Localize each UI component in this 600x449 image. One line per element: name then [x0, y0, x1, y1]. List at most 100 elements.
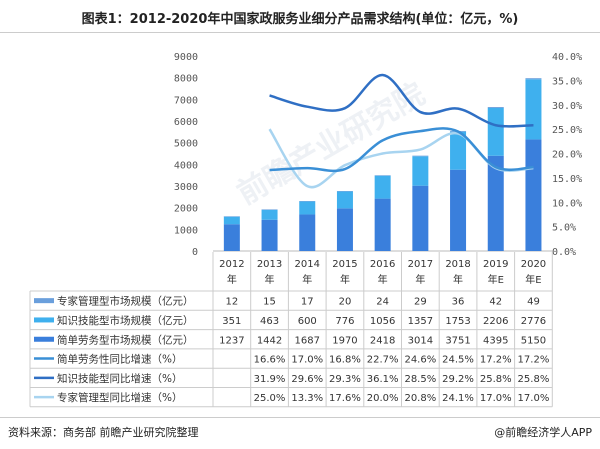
table-cell: 24.1% [442, 393, 474, 404]
right-axis-tick: 20.0% [552, 150, 582, 161]
line-series-0 [269, 127, 534, 173]
category-label: 年 [378, 273, 388, 286]
category-label: 年 [340, 273, 350, 286]
right-axis-tick: 0.0% [552, 247, 576, 258]
table-cell: 3014 [408, 335, 433, 346]
category-label: 年 [453, 273, 463, 286]
table-cell: 49 [527, 297, 540, 308]
legend-label: 简单劳务性同比增速（%） [57, 353, 182, 366]
bar-0 [487, 107, 504, 108]
bar-1 [374, 175, 391, 199]
bar-2 [336, 208, 353, 251]
table-cell: 20 [339, 297, 352, 308]
table-cell: 24 [376, 297, 389, 308]
legend-label: 知识技能型市场规模（亿元） [57, 314, 194, 327]
table-cell: 15 [263, 297, 276, 308]
line-series-1 [269, 73, 534, 128]
category-label: 年 [227, 273, 237, 286]
table-cell: 17.2% [518, 355, 550, 366]
table-cell: 1970 [332, 335, 357, 346]
table-cell: 20.0% [367, 393, 399, 404]
bar-0 [374, 175, 391, 176]
table-cell: 5150 [521, 335, 546, 346]
table-cell: 1687 [295, 335, 320, 346]
bar-1 [412, 156, 429, 186]
table-cell: 2776 [521, 316, 546, 327]
table-cell: 3751 [445, 335, 470, 346]
right-axis-tick: 10.0% [552, 198, 582, 209]
category-label: 2015 [332, 259, 357, 270]
right-axis-tick: 35.0% [552, 76, 582, 87]
bar-1 [336, 191, 353, 209]
right-axis-tick: 5.0% [552, 223, 576, 234]
right-axis-tick: 30.0% [552, 101, 582, 112]
table-cell: 17.2% [480, 355, 512, 366]
table-cell: 2206 [483, 316, 508, 327]
category-label: 2012 [219, 259, 244, 270]
right-axis-tick: 15.0% [552, 174, 582, 185]
left-axis-tick: 1000 [174, 225, 198, 236]
table-cell: 13.3% [291, 393, 323, 404]
table-cell: 1753 [445, 316, 470, 327]
chart-title: 图表1：2012-2020年中国家政服务业细分产品需求结构(单位：亿元，%) [81, 12, 519, 27]
category-label: 2019 [483, 259, 508, 270]
bar-1 [299, 201, 316, 215]
table-cell: 17.6% [329, 393, 361, 404]
category-label: 年 [302, 273, 312, 286]
watermark: 前瞻产业研究院 [232, 77, 431, 212]
table-cell: 29.3% [329, 374, 361, 385]
table-cell: 1442 [257, 335, 282, 346]
table-cell: 31.9% [254, 374, 286, 385]
left-axis-tick: 0 [192, 247, 198, 258]
category-label: 2014 [295, 259, 320, 270]
table-cell: 1357 [408, 316, 433, 327]
left-axis-tick: 8000 [174, 74, 198, 85]
category-label: 2016 [370, 259, 395, 270]
bar-0 [261, 209, 278, 210]
bar-1 [450, 131, 467, 170]
table-cell: 463 [260, 316, 279, 327]
table-cell: 17.0% [291, 355, 323, 366]
legend-label: 专家管理型同比增速（%） [57, 391, 182, 404]
left-axis-tick: 7000 [174, 95, 198, 106]
table-cell: 4395 [483, 335, 508, 346]
bar-1 [261, 209, 278, 220]
table-cell: 16.8% [329, 355, 361, 366]
right-axis-tick: 25.0% [552, 125, 582, 136]
legend-label: 知识技能型同比增速（%） [57, 372, 182, 385]
category-label: 2017 [408, 259, 433, 270]
table-cell: 22.7% [367, 355, 399, 366]
bar-2 [223, 224, 240, 251]
table-cell: 20.8% [404, 393, 436, 404]
table-cell: 17.0% [518, 393, 550, 404]
left-axis-tick: 3000 [174, 182, 198, 193]
table-cell: 36.1% [367, 374, 399, 385]
bar-1 [487, 107, 504, 156]
bar-0 [223, 216, 240, 217]
right-axis-tick: 40.0% [552, 52, 582, 63]
legend-swatch [34, 336, 54, 342]
table-cell: 12 [225, 297, 238, 308]
brand-label: @前瞻经济学人APP [494, 426, 592, 439]
table-cell: 25.8% [480, 374, 512, 385]
legend-label: 简单劳务型市场规模（亿元） [57, 333, 194, 346]
bar-0 [299, 201, 316, 202]
left-axis-tick: 9000 [174, 52, 198, 63]
table-cell: 25.0% [254, 393, 286, 404]
bar-1 [223, 216, 240, 225]
legend-swatch [34, 317, 54, 323]
bar-2 [412, 185, 429, 251]
table-cell: 25.8% [518, 374, 550, 385]
table-cell: 600 [298, 316, 317, 327]
table-cell: 17 [301, 297, 314, 308]
table-cell: 24.6% [404, 355, 436, 366]
table-cell: 2418 [370, 335, 395, 346]
bar-1 [525, 79, 542, 140]
left-axis-tick: 2000 [174, 204, 198, 215]
category-label: 2018 [445, 259, 470, 270]
divider [0, 417, 600, 418]
table-cell: 28.5% [404, 374, 436, 385]
bar-2 [261, 219, 278, 251]
bar-0 [336, 191, 353, 192]
